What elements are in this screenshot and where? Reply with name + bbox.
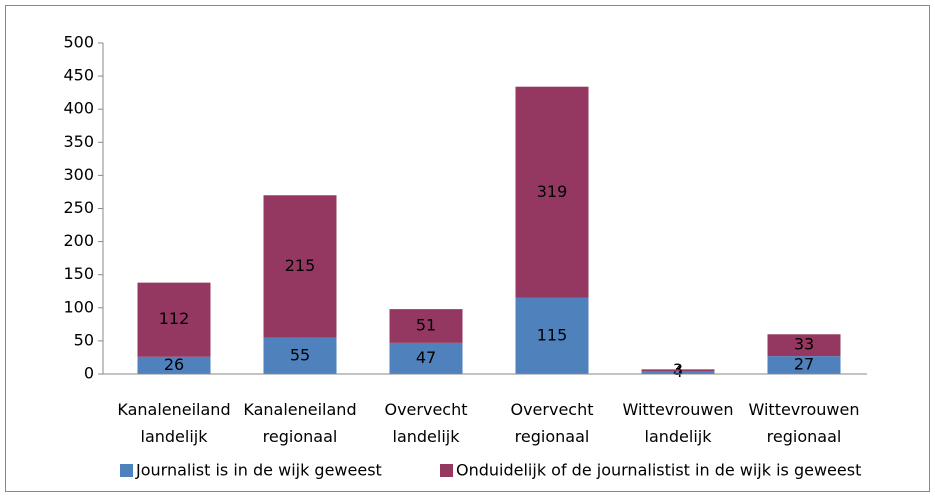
- bar-segment: [389, 342, 463, 374]
- data-label: 55: [290, 345, 310, 364]
- data-label: 3: [673, 360, 683, 379]
- bar-segment: [137, 282, 211, 357]
- data-label: 4: [673, 362, 683, 381]
- x-tick-label-line: Overvecht: [384, 400, 467, 419]
- bar-segment: [767, 356, 841, 374]
- y-tick-label: 200: [63, 231, 94, 250]
- bar-segment: [515, 86, 589, 298]
- x-tick-label-line: landelijk: [645, 427, 713, 446]
- x-tick-label-line: regionaal: [515, 427, 590, 446]
- y-tick-label: 500: [63, 33, 94, 52]
- bar-segment: [767, 334, 841, 357]
- legend-swatch: [440, 464, 453, 477]
- bar-segment: [137, 356, 211, 374]
- x-tick-label: Overvecht regionaal: [510, 400, 593, 446]
- data-label: 33: [794, 335, 814, 354]
- y-tick-label: 350: [63, 132, 94, 151]
- x-tick-label-line: landelijk: [393, 427, 461, 446]
- bar-segment: [515, 297, 589, 374]
- y-tick-label: 400: [63, 99, 94, 118]
- data-label: 319: [537, 182, 568, 201]
- x-tick-label: Wittevrouwen regionaal: [749, 400, 860, 446]
- y-tick-label: 0: [84, 364, 94, 383]
- data-label: 115: [537, 325, 568, 344]
- x-tick-label: Kanaleneiland landelijk: [117, 400, 230, 446]
- data-label: 26: [164, 355, 184, 374]
- data-label: 112: [159, 309, 190, 328]
- x-tick-label-line: regionaal: [767, 427, 842, 446]
- chart-frame: [5, 5, 930, 492]
- y-tick-label: 250: [63, 198, 94, 217]
- y-tick-label: 50: [74, 330, 94, 349]
- y-tick-label: 300: [63, 165, 94, 184]
- bar-segment: [641, 371, 715, 374]
- x-tick-label-line: Overvecht: [510, 400, 593, 419]
- legend-label: Onduidelijk of de journalistist in de wi…: [456, 461, 861, 480]
- legend-swatch: [120, 464, 133, 477]
- data-label: 215: [285, 256, 316, 275]
- x-tick-label-line: regionaal: [263, 427, 338, 446]
- data-label: 27: [794, 355, 814, 374]
- bar-segment: [389, 309, 463, 343]
- bar-segment: [641, 369, 715, 372]
- y-tick-label: 450: [63, 66, 94, 85]
- x-tick-label-line: landelijk: [141, 427, 209, 446]
- legend-label: Journalist is in de wijk geweest: [135, 461, 382, 480]
- data-label: 47: [416, 348, 436, 367]
- x-tick-label-line: Wittevrouwen: [623, 400, 734, 419]
- y-tick-label: 100: [63, 297, 94, 316]
- y-tick-label: 150: [63, 264, 94, 283]
- x-tick-label-line: Kanaleneiland: [117, 400, 230, 419]
- x-tick-label: Kanaleneiland regionaal: [243, 400, 356, 446]
- x-tick-label-line: Kanaleneiland: [243, 400, 356, 419]
- data-label: 51: [416, 316, 436, 335]
- bar-segment: [263, 337, 337, 374]
- x-tick-label-line: Wittevrouwen: [749, 400, 860, 419]
- bar-segment: [263, 195, 337, 338]
- x-tick-label: Wittevrouwen landelijk: [623, 400, 734, 446]
- x-tick-label: Overvecht landelijk: [384, 400, 467, 446]
